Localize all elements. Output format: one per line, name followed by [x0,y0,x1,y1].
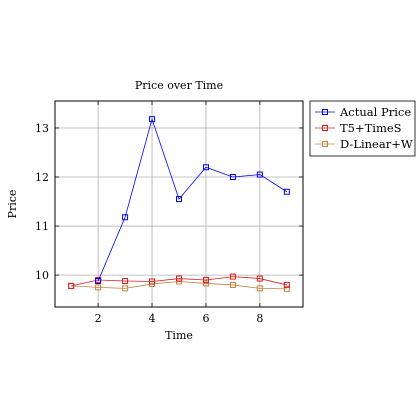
data-point [283,188,290,195]
legend-marker [322,109,328,115]
legend: Actual Price T5+TimeS D-Linear+W [309,100,416,157]
series-line [71,281,287,290]
x-axis-label: Time [165,329,193,342]
x-tick-label: 4 [149,312,156,325]
series-group [68,116,290,292]
data-point [202,280,209,287]
series-line [71,276,287,287]
data-point [256,171,263,178]
data-point [68,282,75,289]
y-tick-label: 12 [35,171,49,184]
data-point [95,284,102,291]
legend-label: Actual Price [339,105,411,119]
data-point [283,281,290,288]
data-point [202,164,209,171]
y-tick-label: 10 [35,269,49,282]
data-point [122,214,129,221]
data-point [122,285,129,292]
data-point [176,196,182,203]
plot-area-frame [54,100,304,308]
legend-marker [322,141,328,147]
legend-entry: D-Linear+W [315,137,413,151]
y-tick-label: 11 [35,220,49,233]
axis-ticks: 2 4 6 8 10 11 12 13 [35,101,303,325]
data-point [122,278,129,285]
grid-lines [55,101,303,307]
x-tick-label: 8 [256,312,263,325]
data-point [229,174,236,181]
series-line [97,117,288,282]
chart-title: Price over Time [135,79,223,92]
data-point [95,278,102,285]
legend-entry: Actual Price [315,105,411,119]
legend-label: T5+TimeS [340,121,402,135]
x-tick-label: 2 [95,312,102,325]
series-2 [68,273,290,289]
data-point [283,285,290,292]
y-tick-label: 13 [35,122,49,135]
y-axis-label: Price [6,190,19,219]
data-point [229,281,236,288]
x-tick-label: 6 [202,312,209,325]
legend-entry: T5+TimeS [315,121,402,135]
series-1 [95,116,290,285]
data-point [149,116,156,123]
data-point [202,277,209,284]
data-point [256,285,263,292]
data-point [149,278,156,285]
data-point [229,273,236,280]
legend-label: D-Linear+W [340,137,413,151]
data-point [176,275,182,282]
data-point [256,275,263,282]
legend-marker [322,125,328,131]
